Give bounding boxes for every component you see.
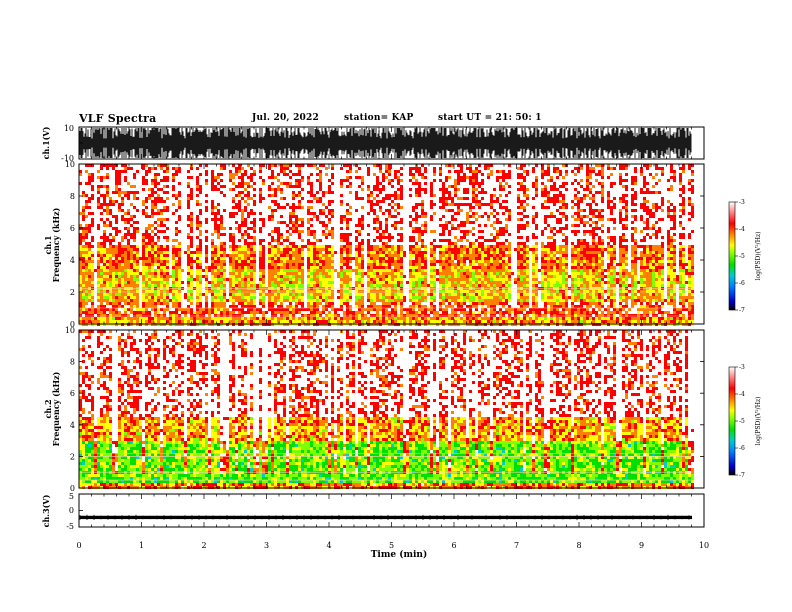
ch1-spectrogram-yticks: 0 2 4 6 8 10 [65, 160, 704, 329]
ch2-spectrogram-heatmap [79, 330, 694, 489]
ch1-ytick-bottom: -10 [61, 154, 74, 163]
ch3-ytick-top: 5 [69, 492, 74, 501]
ch2-spec-ytick-label-5: 10 [65, 326, 75, 335]
ch1-waveform-panel: 10 -10 ch.1(V) [41, 124, 705, 163]
ch1-colorbar-label: log(PSD)(V²/Hz) [755, 232, 762, 281]
ch2-spectrogram-ylabel-channel: ch.2 [43, 399, 53, 418]
time-tick-label-0: 0 [76, 541, 81, 550]
ch1-spec-ytick-label-0: 0 [70, 320, 75, 329]
ch1-waveform-trace [79, 126, 692, 160]
ch3-waveform-trace [79, 493, 692, 528]
ch2-spec-cells-0 [79, 330, 694, 489]
ch2-colorbar [728, 366, 736, 476]
ch2-spectrogram-ylabel-freq: Frequency (kHz) [51, 371, 61, 446]
ch2-colorbar-tick-label-0: -3 [739, 364, 745, 371]
time-tick-label-5: 5 [389, 541, 394, 550]
time-tick-label-9: 9 [639, 541, 644, 550]
ch2-spec-ytick-label-3: 6 [70, 389, 75, 398]
ch2-colorbar-label: log(PSD)(V²/Hz) [755, 397, 762, 446]
time-tick-label-8: 8 [576, 541, 581, 550]
ch1-colorbar-ticks: -3 -4 -5 -6 -7 [735, 199, 745, 314]
date-label: Jul. 20, 2022 [252, 113, 319, 123]
ch2-colorbar-tick-label-3: -6 [739, 445, 745, 452]
ch1-spectrogram-ylabel-freq: Frequency (kHz) [51, 207, 61, 282]
time-axis: 0 1 2 3 4 5 6 7 8 9 10 [76, 127, 709, 550]
ch1-spec-ytick-label-5: 10 [65, 160, 75, 169]
ch3-waveform-ylabel: ch.3(V) [41, 494, 51, 527]
ch1-spec-cells-1 [79, 164, 694, 326]
ch3-waveform-panel: 5 0 -5 ch.3(V) [41, 492, 705, 531]
ch2-spec-ytick-label-0: 0 [70, 484, 75, 493]
ch1-spectrogram-ylabel-channel: ch.1 [43, 235, 53, 254]
time-tick-label-4: 4 [326, 541, 331, 550]
time-tick-label-7: 7 [514, 541, 519, 550]
ch2-colorbar-ticks: -3 -4 -5 -6 -7 [735, 364, 745, 479]
ch3-ytick-bottom: -5 [66, 522, 74, 531]
ch2-colorbar-tick-label-1: -4 [739, 391, 745, 398]
time-tick-label-3: 3 [264, 541, 269, 550]
ch1-colorbar-tick-label-1: -4 [739, 226, 745, 233]
time-axis-label: Time (min) [371, 549, 428, 560]
ch1-spec-ytick-label-2: 4 [70, 256, 75, 265]
ch1-colorbar-tick-label-2: -5 [739, 253, 745, 260]
ch1-waveform-ylabel: ch.1(V) [41, 126, 51, 159]
ch2-colorbar-tick-label-2: -5 [739, 418, 745, 425]
ch1-spectrogram-heatmap [79, 164, 694, 326]
ch1-ytick-top: 10 [64, 124, 74, 133]
time-tick-label-1: 1 [139, 541, 144, 550]
ch1-colorbar-tick-label-3: -6 [739, 280, 745, 287]
ch1-spec-ytick-label-1: 2 [70, 288, 75, 297]
ch1-colorbar-tick-label-4: -7 [739, 307, 745, 314]
figure-title: VLF Spectra [79, 112, 157, 125]
time-tick-label-10: 10 [699, 541, 709, 550]
time-axis-ticks [78, 127, 705, 527]
ch2-spec-ytick-label-2: 4 [70, 421, 75, 430]
ch1-spec-ytick-label-3: 6 [70, 224, 75, 233]
station-label: station= KAP [344, 113, 414, 123]
time-tick-label-2: 2 [201, 541, 206, 550]
ch1-colorbar [728, 201, 736, 311]
ch2-spec-ytick-label-4: 8 [70, 358, 75, 367]
ch1-spec-cells-2 [79, 245, 694, 326]
ch3-waveform-spikes [79, 514, 690, 521]
start-ut-label: start UT = 21: 50: 1 [438, 113, 542, 123]
ch3-waveform-band [80, 515, 692, 520]
ch2-spec-ytick-label-1: 2 [70, 452, 75, 461]
ch1-colorbar-tick-label-0: -3 [739, 199, 745, 206]
ch3-ytick-mid: 0 [69, 506, 74, 515]
ch1-spec-ytick-label-4: 8 [70, 192, 75, 201]
ch2-spectrogram-yticks: 0 2 4 6 8 10 [65, 326, 704, 493]
ch2-colorbar-tick-label-4: -7 [739, 472, 745, 479]
time-tick-label-6: 6 [451, 541, 456, 550]
